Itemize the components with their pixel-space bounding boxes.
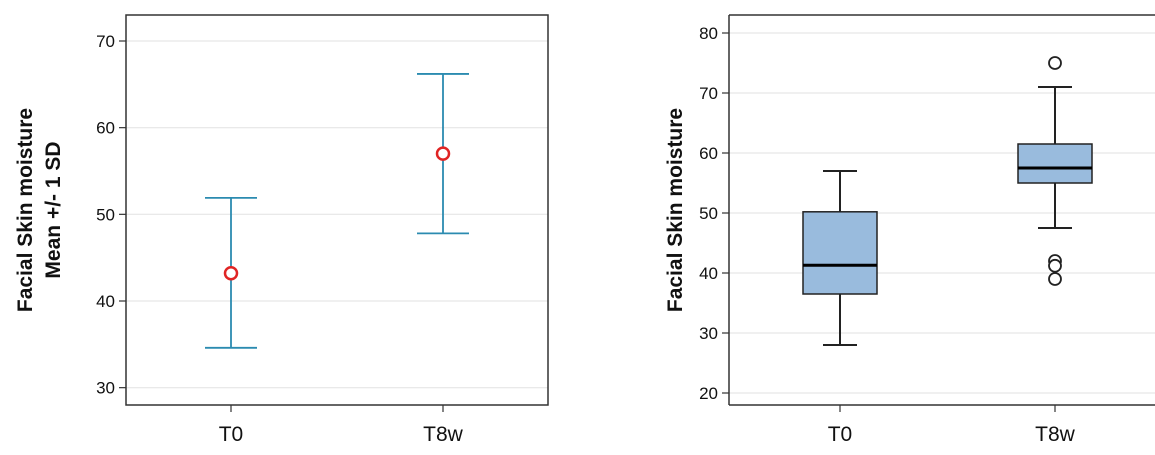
y-axis-title-line-2: Mean +/- 1 SD [42, 141, 65, 278]
interquartile-box [1018, 144, 1092, 183]
y-tick-label: 60 [699, 144, 718, 163]
x-axis-ticks: T0 T8w [219, 405, 464, 446]
interquartile-box [803, 212, 877, 294]
y-tick-label: 50 [96, 205, 115, 224]
x-axis-ticks: T0 T8w [828, 405, 1076, 446]
y-tick-label: 30 [699, 324, 718, 343]
y-tick-label: 20 [699, 384, 718, 403]
plot-frame [729, 15, 1155, 405]
y-axis-title: Facial Skin moisture [664, 108, 687, 312]
box-plot-t0 [803, 171, 877, 345]
outlier-point [1049, 260, 1061, 272]
x-tick-label: T8w [1035, 423, 1076, 446]
outlier-point [1049, 273, 1061, 285]
grid-lines [729, 33, 1155, 393]
y-axis-ticks: 20 30 40 50 60 70 80 [699, 24, 729, 403]
error-bar-chart: 30 40 50 60 70 T0 T8w Facial Skin moisture Me… [14, 15, 548, 446]
mean-marker [437, 148, 449, 160]
y-tick-label: 80 [699, 24, 718, 43]
grid-lines [126, 41, 548, 388]
x-tick-label: T0 [828, 423, 853, 446]
error-bars [205, 74, 469, 348]
y-tick-label: 40 [699, 264, 718, 283]
y-tick-label: 50 [699, 204, 718, 223]
y-tick-label: 60 [96, 119, 115, 138]
y-tick-label: 30 [96, 379, 115, 398]
box-plot-chart: 20 30 40 50 60 70 80 T0 T8w Facial Skin moistur… [664, 15, 1155, 446]
error-bar-t8w [417, 74, 469, 233]
y-tick-label: 70 [699, 84, 718, 103]
x-tick-label: T0 [219, 423, 244, 446]
y-axis-ticks: 30 40 50 60 70 [96, 32, 126, 398]
box-plot-t8w [1018, 57, 1092, 285]
outlier-point [1049, 57, 1061, 69]
y-tick-label: 70 [96, 32, 115, 51]
x-tick-label: T8w [423, 423, 464, 446]
error-bar-t0 [205, 198, 257, 348]
plot-frame [126, 15, 548, 405]
y-tick-label: 40 [96, 292, 115, 311]
y-axis-title-line-1: Facial Skin moisture [14, 108, 37, 312]
mean-marker [225, 267, 237, 279]
box-plots [803, 57, 1092, 345]
